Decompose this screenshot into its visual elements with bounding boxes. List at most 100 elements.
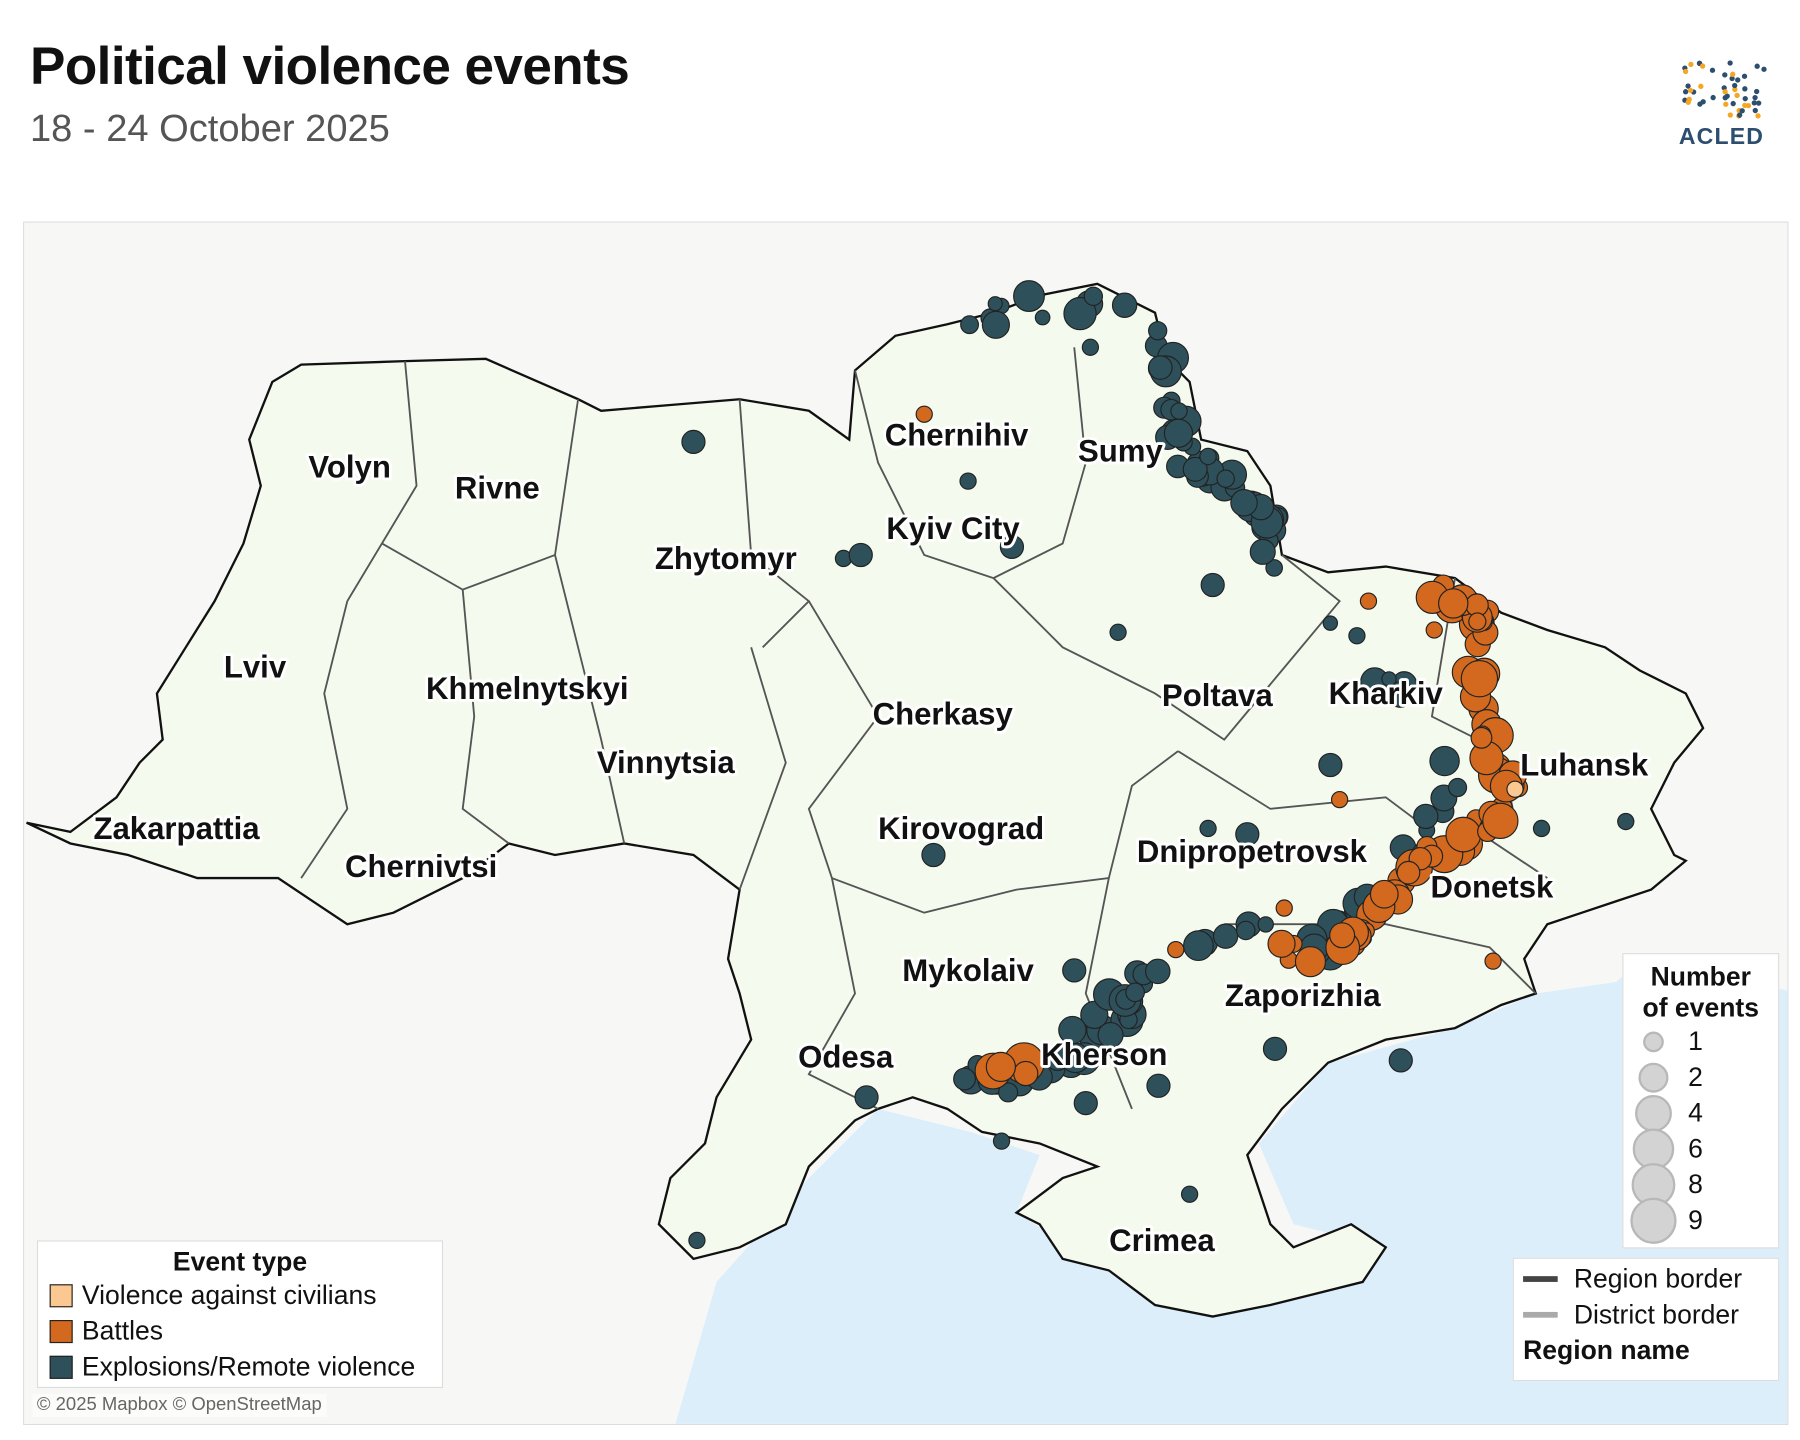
region-label-volyn: Volyn [308, 450, 390, 485]
explosion-marker[interactable] [1413, 803, 1439, 830]
battle-marker[interactable] [1330, 790, 1349, 809]
battle-marker[interactable] [1468, 612, 1487, 631]
explosion-marker[interactable] [1183, 930, 1214, 962]
region-label-zhytomyr: Zhytomyr [655, 541, 797, 576]
explosion-marker[interactable] [1265, 559, 1283, 577]
battle-marker[interactable] [985, 1051, 1016, 1083]
size-legend-item: 4 [1628, 1094, 1778, 1132]
explosion-marker[interactable] [1200, 572, 1225, 598]
explosion-marker[interactable] [854, 1085, 879, 1110]
number-of-events-legend: Number of events 1 2 4 6 8 9 [1622, 953, 1780, 1249]
explosion-marker[interactable] [921, 842, 946, 868]
explosion-marker[interactable] [1199, 447, 1217, 466]
explosion-marker[interactable] [1386, 681, 1414, 708]
explosion-marker[interactable] [1163, 418, 1194, 448]
explosion-marker[interactable] [1097, 1021, 1124, 1049]
battle-marker[interactable] [1267, 929, 1296, 958]
explosion-marker[interactable] [1429, 745, 1460, 777]
explosion-marker[interactable] [1318, 752, 1343, 778]
battle-marker[interactable] [1359, 592, 1378, 610]
explosion-marker[interactable] [1146, 1073, 1171, 1098]
explosion-marker[interactable] [1148, 321, 1168, 341]
battle-marker[interactable] [1470, 726, 1493, 749]
explosion-marker[interactable] [1447, 777, 1468, 798]
battle-marker[interactable] [1013, 1060, 1039, 1087]
explosion-marker[interactable] [848, 542, 873, 568]
size-legend-item: 6 [1628, 1127, 1778, 1170]
region-borders [300, 347, 1548, 1110]
size-circle [1643, 1030, 1664, 1052]
map[interactable]: Volyn Rivne Zhytomyr Chernihiv Sumy Kyiv City… [23, 221, 1789, 1426]
explosion-marker[interactable] [1180, 1185, 1199, 1203]
explosion-marker[interactable] [1062, 958, 1087, 983]
explosion-marker[interactable] [1044, 1045, 1071, 1071]
region-label-poltava: Poltava [1162, 678, 1273, 713]
explosion-marker[interactable] [1532, 819, 1551, 838]
battle-marker[interactable] [1482, 802, 1519, 840]
explosion-marker[interactable] [1235, 822, 1260, 847]
explosion-marker[interactable] [1148, 355, 1173, 380]
explosion-marker[interactable] [1257, 916, 1274, 933]
explosion-marker[interactable] [1111, 292, 1138, 318]
battle-marker[interactable] [1275, 899, 1293, 917]
explosion-marker[interactable] [1013, 280, 1045, 313]
battle-marker[interactable] [1294, 946, 1327, 978]
explosion-marker[interactable] [1216, 469, 1235, 488]
explosion-marker[interactable] [1125, 982, 1145, 1003]
page-title: Political violence events [30, 35, 630, 96]
civilian-violence-marker[interactable] [1506, 780, 1524, 798]
battle-marker[interactable] [1460, 659, 1499, 698]
battle-marker[interactable] [1369, 879, 1399, 909]
battle-marker[interactable] [1425, 621, 1443, 639]
battle-marker[interactable] [915, 405, 933, 423]
explosion-marker[interactable] [1617, 812, 1635, 831]
region-label-odesa: Odesa [798, 1039, 894, 1074]
region-label-kherson: Kherson [1041, 1037, 1167, 1072]
explosion-marker[interactable] [960, 315, 980, 335]
explosion-marker[interactable] [681, 429, 706, 455]
legend-region-border: Region border [1514, 1261, 1778, 1297]
battle-marker[interactable] [1484, 952, 1502, 970]
explosion-marker[interactable] [688, 1231, 706, 1250]
district-border-swatch [1523, 1311, 1558, 1318]
explosion-marker[interactable] [1212, 923, 1239, 949]
explosion-marker[interactable] [987, 296, 1003, 312]
region-label-mykolaiv: Mykolaiv [902, 953, 1034, 988]
explosion-marker[interactable] [1083, 286, 1104, 306]
explosion-marker[interactable] [999, 534, 1025, 560]
battle-marker[interactable] [1445, 816, 1482, 853]
explosion-marker[interactable] [1182, 456, 1208, 482]
explosion-marker[interactable] [1381, 671, 1397, 687]
explosion-marker[interactable] [1230, 488, 1258, 517]
sea [675, 958, 1788, 1424]
battle-marker[interactable] [1167, 940, 1185, 959]
explosion-marker[interactable] [1081, 338, 1100, 356]
explosion-marker[interactable] [953, 1067, 976, 1091]
explosion-marker[interactable] [959, 472, 977, 490]
explosion-marker[interactable] [1073, 1090, 1098, 1116]
size-legend-item: 1 [1628, 1023, 1778, 1059]
explosion-marker[interactable] [1170, 402, 1188, 420]
explosion-marker[interactable] [1199, 819, 1217, 838]
explosion-marker[interactable] [1236, 920, 1256, 941]
explosion-marker[interactable] [981, 310, 1010, 339]
explosion-marker[interactable] [1262, 1036, 1288, 1061]
explosion-marker[interactable] [998, 1082, 1019, 1103]
battle-marker[interactable] [1396, 860, 1421, 885]
explosion-marker[interactable] [1322, 615, 1339, 631]
map-attribution[interactable]: © 2025 Mapbox © OpenStreetMap [32, 1393, 327, 1417]
size-label: 6 [1688, 1133, 1703, 1164]
size-legend-title: of events [1642, 992, 1760, 1023]
explosion-marker[interactable] [1388, 1048, 1413, 1073]
explosion-marker[interactable] [992, 1132, 1011, 1150]
battle-marker[interactable] [1329, 922, 1356, 949]
explosion-marker[interactable] [1249, 538, 1276, 565]
explosion-marker[interactable] [1109, 623, 1127, 641]
explosion-marker[interactable] [1063, 296, 1097, 331]
explosion-marker[interactable] [1034, 309, 1051, 326]
region-label-sumy: Sumy [1078, 434, 1163, 469]
explosion-marker[interactable] [1348, 627, 1366, 645]
explosion-marker[interactable] [1145, 958, 1171, 985]
battle-marker[interactable] [1437, 588, 1469, 619]
size-circle [1635, 1094, 1672, 1132]
